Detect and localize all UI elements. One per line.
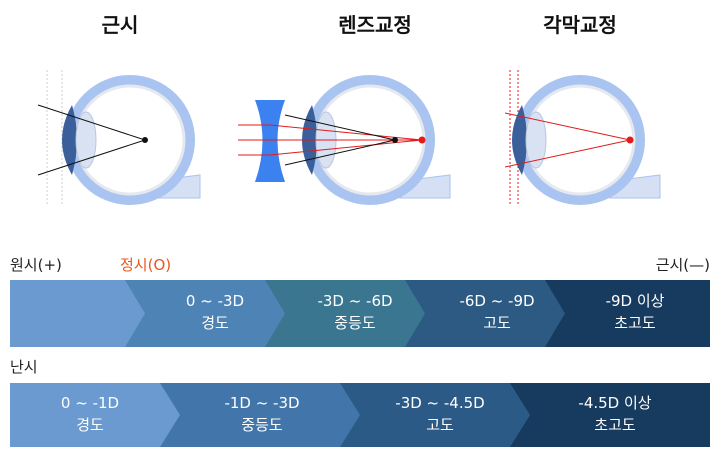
segment	[125, 280, 285, 347]
astigmatism-bar: 0 ~ -1D 경도 -1D ~ -3D 중등도 -3D ~ -4.5D 고도 …	[10, 383, 710, 447]
astigmatism-label: 난시	[10, 358, 38, 376]
segment	[10, 383, 180, 447]
scale-left: 원시(+)	[10, 256, 62, 274]
grade: 고도	[426, 416, 454, 434]
segment	[405, 280, 565, 347]
range: -3D ~ -6D	[317, 292, 392, 310]
range: -3D ~ -4.5D	[395, 394, 484, 412]
grade: 경도	[201, 314, 229, 332]
segment	[545, 280, 710, 347]
myopia-bar: 0 ~ -3D 경도 -3D ~ -6D 중등도 -6D ~ -9D 고도 -9…	[10, 280, 710, 347]
eye-cornea-correction	[504, 70, 661, 205]
range: 0 ~ -1D	[61, 394, 119, 412]
eye-myopia	[37, 70, 201, 205]
eye-lens-correction	[238, 75, 451, 205]
segment	[510, 383, 710, 447]
panel-title: 각막교정	[543, 13, 617, 37]
panel-title: 렌즈교정	[338, 13, 412, 37]
range: -1D ~ -3D	[224, 394, 299, 412]
grade: 고도	[483, 314, 511, 332]
segment	[10, 280, 145, 347]
grade: 중등도	[334, 314, 376, 332]
range: -4.5D 이상	[578, 394, 651, 412]
grade: 초고도	[614, 314, 656, 332]
range: -6D ~ -9D	[459, 292, 534, 310]
scale-center: 정시(O)	[120, 256, 171, 274]
grade: 초고도	[594, 416, 636, 434]
segment	[160, 383, 360, 447]
grade: 경도	[76, 416, 104, 434]
segment	[340, 383, 530, 447]
range: -9D 이상	[606, 292, 665, 310]
range: 0 ~ -3D	[186, 292, 244, 310]
segment	[265, 280, 425, 347]
panel-title: 근시	[102, 13, 139, 37]
grade: 중등도	[241, 416, 283, 434]
scale-right: 근시(—)	[656, 256, 710, 274]
